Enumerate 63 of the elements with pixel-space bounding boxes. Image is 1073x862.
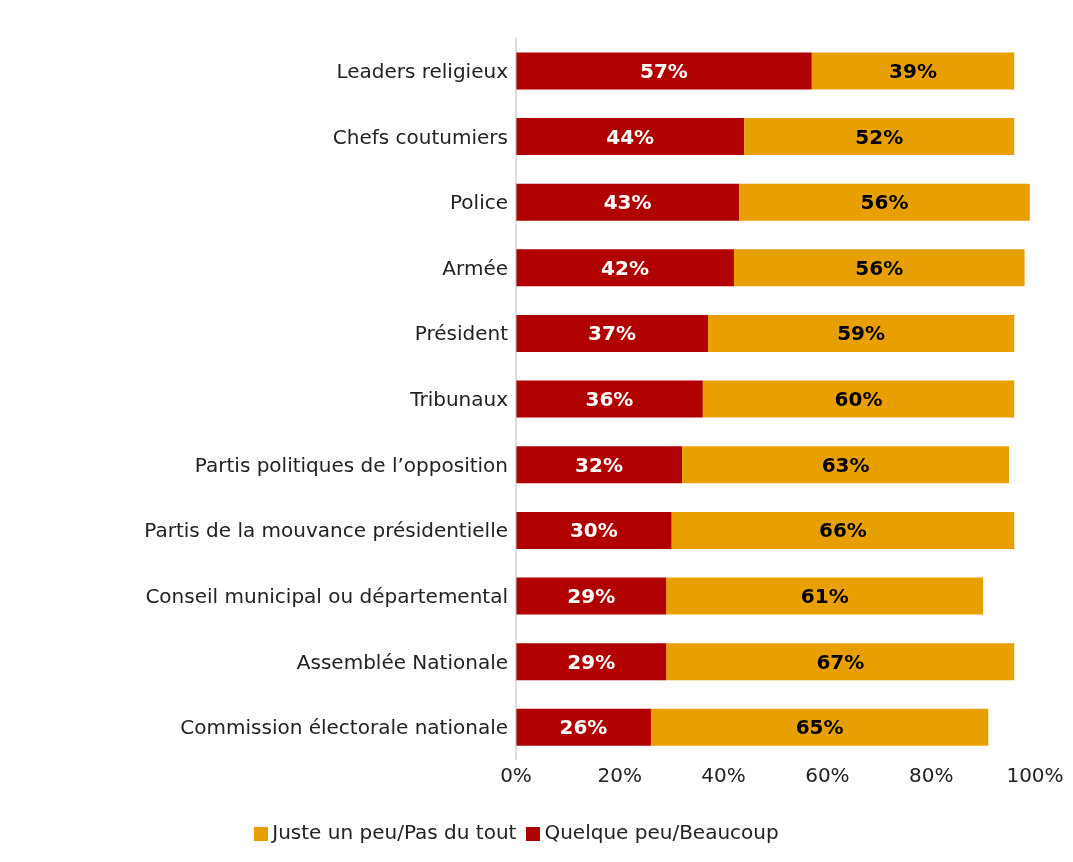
data-label: 61% xyxy=(800,584,849,609)
legend-label: Juste un peu/Pas du tout xyxy=(272,820,517,844)
bar xyxy=(811,52,1015,90)
x-tick-label: 20% xyxy=(597,763,643,788)
y-tick-label: Chefs coutumiers xyxy=(332,124,508,149)
y-tick-label: Police xyxy=(450,190,508,215)
bar xyxy=(516,249,734,287)
y-tick-label: Président xyxy=(414,321,509,346)
data-label: 29% xyxy=(567,584,616,609)
x-tick-label: 100% xyxy=(1006,763,1064,788)
y-tick-label: Leaders religieux xyxy=(336,58,509,83)
x-tick-label: 0% xyxy=(500,763,532,788)
bar xyxy=(516,118,745,156)
bar xyxy=(650,708,989,746)
y-tick-label: Partis de la mouvance présidentielle xyxy=(144,518,508,543)
data-label: 39% xyxy=(889,58,937,83)
data-label: 44% xyxy=(606,124,655,149)
data-label: 66% xyxy=(819,518,867,543)
bar xyxy=(516,511,672,549)
bar xyxy=(733,249,1025,287)
x-tick-label: 80% xyxy=(908,763,954,788)
y-tick-label: Armée xyxy=(442,255,508,280)
bar xyxy=(744,118,1015,156)
data-label: 32% xyxy=(575,452,623,477)
bar xyxy=(702,380,1015,418)
data-label: 52% xyxy=(855,124,904,149)
bar xyxy=(516,380,703,418)
data-label: 63% xyxy=(821,452,870,477)
data-label: 56% xyxy=(860,190,909,215)
bar xyxy=(666,643,1015,681)
data-label: 59% xyxy=(837,321,886,346)
data-label: 43% xyxy=(603,190,652,215)
bar xyxy=(516,577,667,615)
y-tick-label: Assemblée Nationale xyxy=(296,649,508,674)
bar xyxy=(708,314,1015,352)
x-tick-label: 60% xyxy=(805,763,850,788)
bar xyxy=(516,446,683,484)
bar xyxy=(516,52,812,90)
data-label: 26% xyxy=(559,715,608,740)
data-label: 30% xyxy=(569,518,618,543)
legend-label: Quelque peu/Beaucoup xyxy=(544,820,779,844)
data-label: 57% xyxy=(639,58,688,83)
data-label: 65% xyxy=(795,715,844,740)
bar xyxy=(666,577,984,615)
data-label: 36% xyxy=(585,387,634,412)
y-tick-label: Tribunaux xyxy=(409,387,509,412)
y-tick-label: Commission électorale nationale xyxy=(180,715,508,740)
y-tick-label: Conseil municipal ou départemental xyxy=(145,584,508,609)
data-label: 56% xyxy=(855,255,904,280)
data-label: 37% xyxy=(588,321,636,346)
bar xyxy=(516,708,651,746)
bar xyxy=(516,314,709,352)
data-label: 29% xyxy=(567,649,616,674)
x-tick-label: 40% xyxy=(701,763,746,788)
data-label: 60% xyxy=(834,387,883,412)
bar xyxy=(516,643,667,681)
data-label: 67% xyxy=(816,649,865,674)
bar xyxy=(682,446,1010,484)
bar xyxy=(516,183,740,221)
data-label: 42% xyxy=(601,255,649,280)
y-tick-label: Partis politiques de l’opposition xyxy=(194,452,508,477)
bar xyxy=(739,183,1030,221)
bar xyxy=(671,511,1015,549)
